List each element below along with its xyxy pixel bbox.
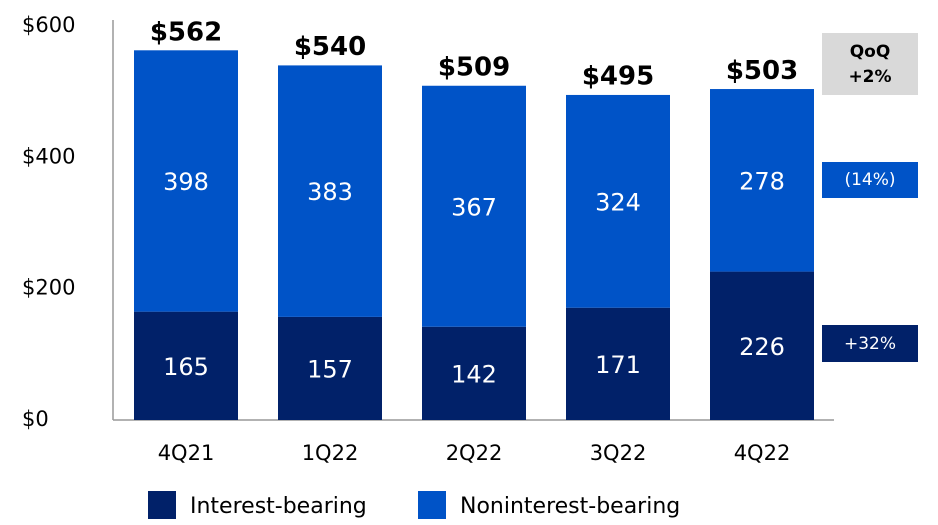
total-label: $540 [294, 32, 366, 62]
interest-box [822, 325, 918, 362]
y-tick-label: $600 [22, 13, 75, 37]
x-tick-label: 1Q22 [302, 441, 359, 465]
bar-segment [134, 311, 238, 420]
legend-swatch [418, 491, 446, 519]
segment-label: 171 [595, 351, 641, 379]
x-tick-label: 3Q22 [590, 441, 647, 465]
bar-segment [710, 271, 814, 420]
interest-change: +32% [844, 334, 896, 354]
bar-segment [566, 307, 670, 420]
x-tick-label: 4Q21 [158, 441, 215, 465]
y-tick-label: $400 [22, 144, 75, 168]
segment-label: 383 [307, 178, 353, 206]
y-tick-label: $200 [22, 276, 75, 300]
total-label: $562 [150, 17, 222, 47]
bar-segment [278, 316, 382, 420]
bar-segment [566, 94, 670, 308]
total-label: $495 [582, 61, 654, 91]
bar-segment [422, 326, 526, 420]
segment-label: 398 [163, 168, 209, 196]
total-label: $503 [726, 56, 798, 86]
segment-label: 157 [307, 355, 353, 383]
y-tick-label: $0 [22, 407, 49, 431]
legend-label: Interest-bearing [190, 494, 367, 519]
segment-label: 367 [451, 193, 497, 221]
total-label: $509 [438, 52, 510, 82]
qoq-box [822, 33, 918, 95]
bar-segment [278, 65, 382, 317]
bar-segment [710, 89, 814, 272]
segment-label: 226 [739, 333, 785, 361]
noninterest-change: (14%) [844, 170, 895, 190]
x-tick-label: 2Q22 [446, 441, 503, 465]
segment-label: 278 [739, 167, 785, 195]
noninterest-box [822, 162, 918, 198]
segment-label: 142 [451, 360, 497, 388]
bar-segment [134, 50, 238, 312]
qoq-total: +2% [848, 67, 891, 87]
segment-label: 324 [595, 188, 641, 216]
x-tick-label: 4Q22 [734, 441, 791, 465]
legend-label: Noninterest-bearing [460, 494, 680, 519]
segment-label: 165 [163, 353, 209, 381]
bar-segment [422, 85, 526, 327]
legend-swatch [148, 491, 176, 519]
qoq-header: QoQ [850, 42, 891, 62]
